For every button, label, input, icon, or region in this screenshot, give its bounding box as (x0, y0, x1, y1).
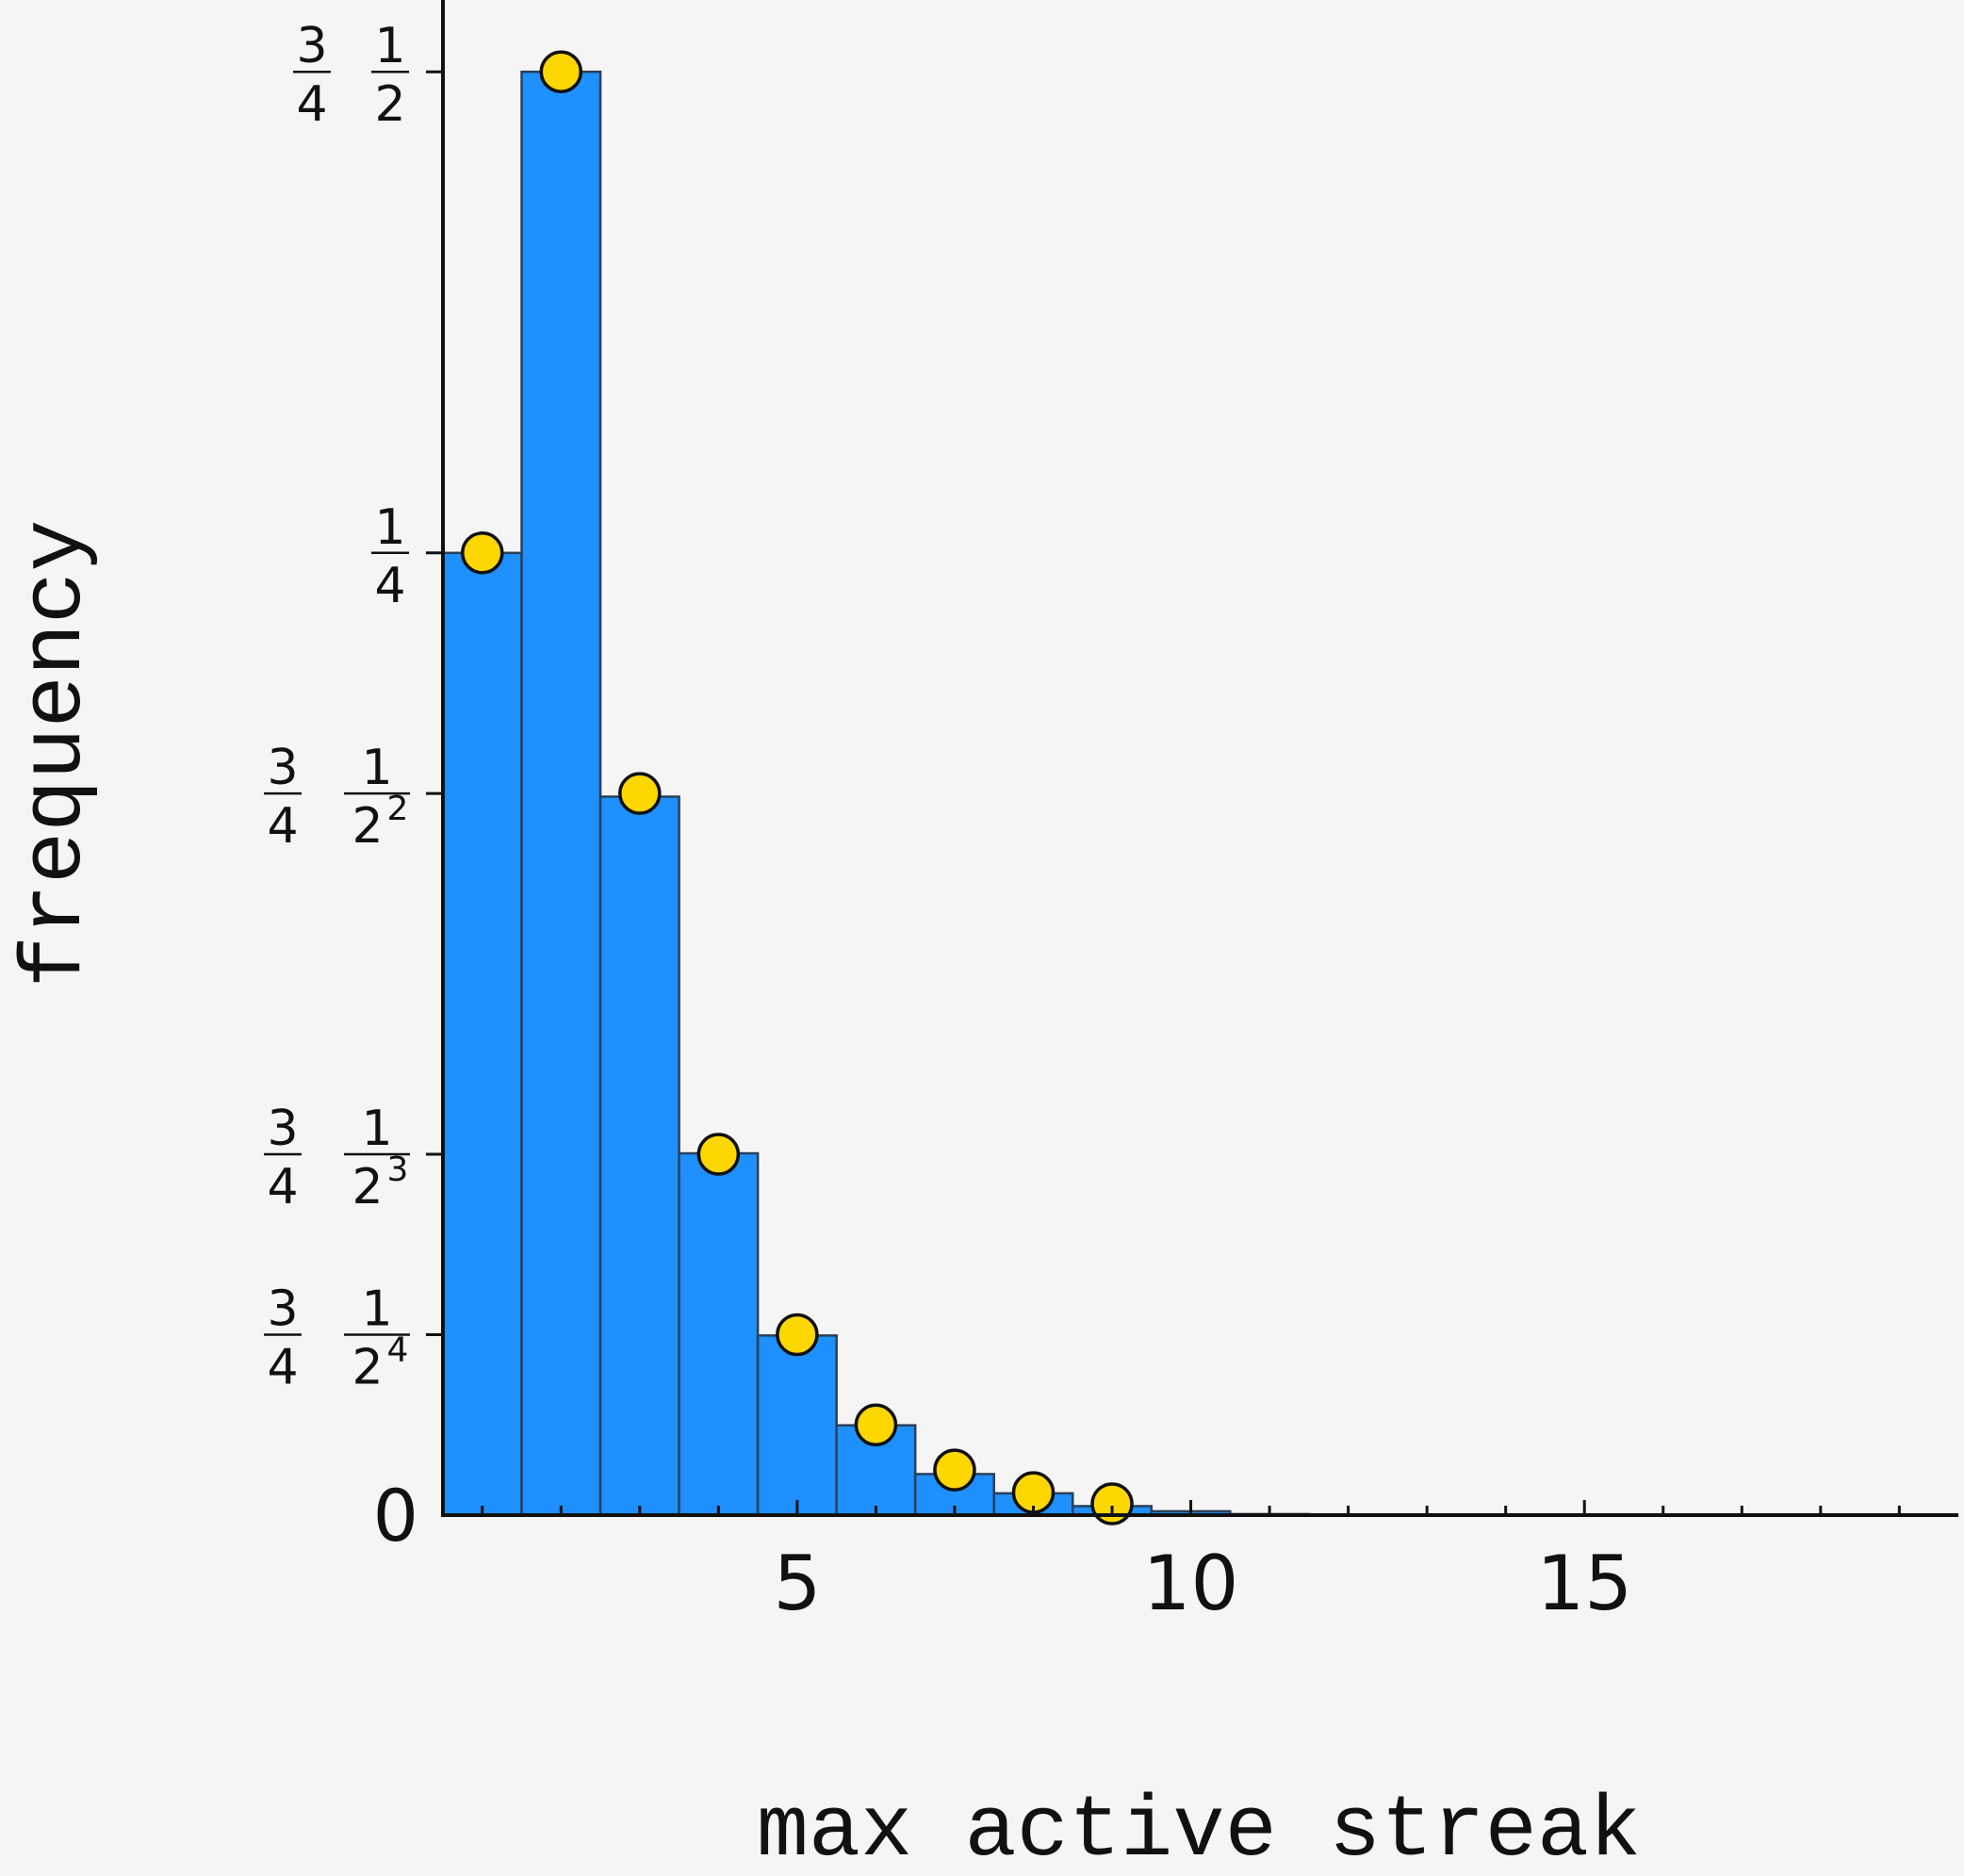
tick-fraction: 12 (371, 18, 409, 133)
labels-layer: max active streak frequency (7, 520, 1641, 1876)
y-tick-text: 0 (373, 1474, 418, 1558)
x-tick-label: 15 (1536, 1540, 1632, 1627)
histogram-bar (678, 1151, 760, 1517)
fraction-numerator: 1 (361, 1101, 392, 1157)
fraction-denominator: 4 (267, 1340, 298, 1396)
theory-point (461, 531, 504, 575)
theory-point (933, 1448, 976, 1492)
fraction-denominator: 2 (352, 798, 383, 855)
histogram-bar (598, 795, 680, 1517)
fraction-numerator: 3 (267, 1101, 298, 1157)
theory-point (776, 1313, 819, 1357)
fraction-numerator: 3 (296, 18, 327, 74)
points-layer (461, 50, 1134, 1525)
bars-layer (441, 70, 1311, 1517)
fraction-exponent: 4 (387, 1331, 409, 1370)
tick-fraction: 12 3 (344, 1101, 410, 1215)
theory-point (618, 772, 662, 815)
y-tick-label: 14 (371, 499, 409, 614)
theory-point (1090, 1482, 1134, 1525)
x-axis-title: max active streak (757, 1782, 1642, 1876)
theory-point (696, 1133, 741, 1176)
fraction-numerator: 1 (374, 18, 405, 74)
y-axis-title: frequency (7, 520, 106, 988)
tick-fraction: 12 2 (344, 740, 410, 855)
fraction-numerator: 3 (267, 1281, 298, 1338)
fraction-denominator: 2 (352, 1159, 383, 1215)
fraction-numerator: 1 (374, 499, 405, 556)
tick-fraction: 12 4 (344, 1281, 410, 1396)
fraction-exponent: 2 (387, 790, 409, 828)
fraction-numerator: 1 (361, 740, 392, 796)
fraction-denominator: 2 (374, 76, 405, 133)
tick-fraction: 34 (264, 1101, 302, 1215)
histogram-bar (756, 1334, 838, 1517)
tick-fraction: 34 (264, 1281, 302, 1396)
histogram-bar (520, 70, 602, 1517)
x-tick-label: 10 (1143, 1540, 1239, 1627)
fraction-numerator: 1 (361, 1281, 392, 1338)
fraction-denominator: 4 (267, 1159, 298, 1215)
fraction-numerator: 3 (267, 740, 298, 796)
fraction-denominator: 4 (296, 76, 327, 133)
fraction-exponent: 3 (387, 1150, 409, 1189)
fraction-denominator: 4 (267, 798, 298, 855)
theory-point (539, 50, 583, 93)
x-tick-label: 5 (773, 1540, 821, 1627)
fraction-denominator: 2 (352, 1340, 383, 1396)
tick-fraction: 34 (293, 18, 331, 133)
tick-fraction: 14 (371, 499, 409, 614)
axes-layer (441, 0, 1958, 1517)
histogram-bar (441, 551, 523, 1517)
y-tick-label: 34 12 2 (264, 740, 410, 855)
fraction-denominator: 4 (374, 558, 405, 614)
tick-fraction: 34 (264, 740, 302, 855)
theory-point (854, 1403, 898, 1447)
y-tick-label: 0 (373, 1474, 418, 1558)
